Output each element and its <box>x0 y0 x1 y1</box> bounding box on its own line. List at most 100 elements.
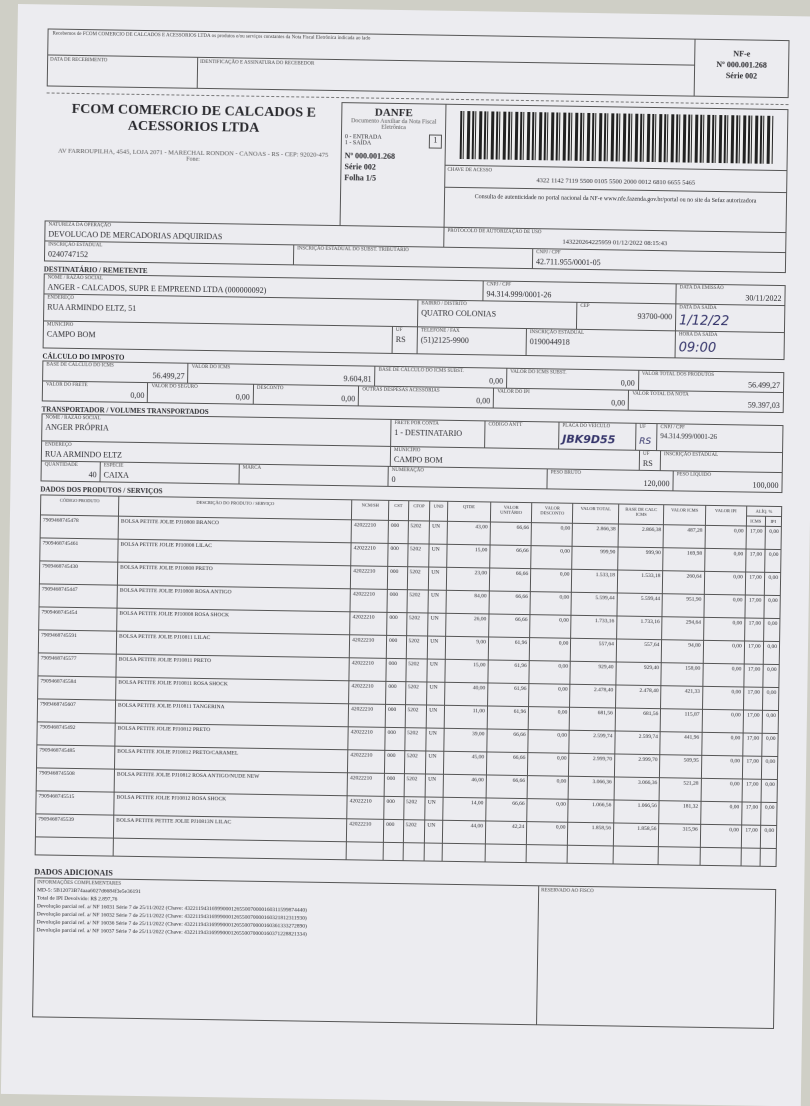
table-cell: 17,00 <box>742 755 762 780</box>
table-cell: 7909468745591 <box>38 629 117 655</box>
danfe-subtitle: Documento Auxiliar da Nota Fiscal Eletrô… <box>350 118 437 132</box>
table-cell: 23,00 <box>445 567 490 591</box>
table-cell: 40,00 <box>444 682 488 706</box>
table-cell: 0,00 <box>761 756 778 780</box>
table-cell: 17,00 <box>745 571 765 596</box>
tax-value: 0,00 <box>341 394 356 404</box>
table-cell: 0,00 <box>761 710 779 734</box>
danfe-folha: Folha 1/5 <box>344 173 377 183</box>
table-cell: 0,00 <box>702 686 744 710</box>
table-cell: 42022210 <box>348 703 386 728</box>
reserved-box: Reservado ao fisco <box>537 885 777 1030</box>
table-cell: 0,00 <box>763 595 781 619</box>
table-cell: 0,00 <box>703 594 746 618</box>
table-cell: 441,96 <box>660 731 702 756</box>
plate-handwritten: JBK9D55 <box>562 432 616 447</box>
table-cell: 2.999,70 <box>568 753 615 777</box>
table-cell <box>441 843 486 862</box>
table-cell: 000 <box>386 612 407 636</box>
table-cell: 1.066,56 <box>613 799 660 824</box>
table-cell: 521,28 <box>659 777 702 802</box>
table-cell: 1.733,16 <box>570 615 617 639</box>
table-cell: 61,96 <box>487 682 530 707</box>
table-cell: UN <box>426 705 445 729</box>
table-cell: 000 <box>385 681 406 705</box>
table-cell: 7909468745454 <box>38 606 118 632</box>
iest-label: Inscrição estadual do subst. tributário <box>297 246 409 254</box>
table-cell: 0,00 <box>700 778 743 802</box>
access-key-block: Chave de acesso 4322 1142 7119 5500 0105… <box>444 103 789 234</box>
table-cell: 7909468745584 <box>37 675 117 701</box>
table-cell <box>346 841 384 861</box>
table-cell: 17,00 <box>743 663 763 688</box>
table-cell: 39,00 <box>443 728 488 752</box>
table-cell: 5202 <box>405 681 428 706</box>
antt-label: Código ANTT <box>488 422 523 428</box>
table-cell: 42022210 <box>347 772 385 797</box>
reserved-label: Reservado ao fisco <box>541 888 594 895</box>
table-cell: 0,00 <box>764 549 782 573</box>
table-cell: 0,00 <box>760 802 778 826</box>
emitter-block: FCOM COMERCIO DE CALCADOS E ACESSORIOS L… <box>45 97 342 226</box>
table-cell: 294,64 <box>662 616 704 641</box>
table-cell: 0,00 <box>764 526 782 550</box>
table-cell: 0,00 <box>528 706 570 731</box>
table-cell: 42022210 <box>349 611 388 636</box>
column-header: Base de calc ICMS <box>618 503 665 525</box>
table-cell: 17,00 <box>743 686 763 711</box>
table-cell: 61,96 <box>487 659 530 684</box>
table-cell <box>526 844 568 864</box>
table-cell: 5202 <box>406 589 429 614</box>
table-cell: 42022210 <box>351 519 389 544</box>
table-cell <box>113 838 347 860</box>
table-cell: 0,00 <box>702 640 745 664</box>
table-cell: 94,80 <box>661 639 704 664</box>
table-cell: 42022210 <box>349 634 387 659</box>
table-cell: 5202 <box>404 704 427 729</box>
table-cell: 000 <box>386 635 407 659</box>
table-cell: 0,00 <box>529 614 572 639</box>
column-header: CST <box>388 500 409 521</box>
receipt-stub: Recebemos de FCOM COMERCIO DE CALCADOS E… <box>46 28 790 99</box>
table-cell: UN <box>428 567 447 591</box>
uf: RS <box>395 334 406 345</box>
column-header: Valor desconto <box>531 502 574 524</box>
table-cell <box>612 845 659 865</box>
table-cell: 5.599,44 <box>571 592 618 616</box>
table-cell <box>35 836 114 857</box>
table-cell: 42022210 <box>350 588 388 613</box>
table-cell: 0,00 <box>527 775 569 800</box>
table-cell: 0,00 <box>759 825 777 849</box>
table-cell: 1.858,56 <box>613 822 660 847</box>
table-cell: 2.599,74 <box>569 730 616 754</box>
brand-label: Marca <box>242 465 262 471</box>
table-cell: 000 <box>385 704 406 728</box>
table-cell: 0,00 <box>762 664 780 688</box>
table-cell: 7909468745485 <box>36 744 115 770</box>
table-cell: 2.866,38 <box>572 523 619 547</box>
table-cell: 000 <box>384 727 405 751</box>
aliquot-header: Alíq. % <box>746 506 782 517</box>
barcode <box>459 110 774 164</box>
danfe-block: DANFE Documento Auxiliar da Nota Fiscal … <box>339 102 447 228</box>
phone: (51)2125-9900 <box>420 335 469 346</box>
table-cell: 0,00 <box>703 571 746 595</box>
freight: 1 - DESTINATARIO <box>394 427 463 439</box>
table-cell: 315,96 <box>658 823 701 848</box>
table-cell: 7909468745515 <box>35 790 115 816</box>
bairro: QUATRO COLONIAS <box>421 308 497 319</box>
table-cell: 66,66 <box>489 521 532 546</box>
table-cell: 5202 <box>405 635 428 660</box>
table-cell: 42,24 <box>485 820 527 845</box>
table-cell: UN <box>429 521 448 545</box>
table-cell: 45,00 <box>443 751 487 775</box>
plate-uf: RS <box>639 436 652 447</box>
table-cell: 487,28 <box>663 524 706 549</box>
table-cell: 66,66 <box>486 751 528 776</box>
table-cell: 0,00 <box>702 663 745 687</box>
table-cell: 61,96 <box>487 705 529 730</box>
table-cell: 681,56 <box>615 707 661 732</box>
table-cell: 000 <box>384 750 405 774</box>
tax-value: 0,00 <box>611 398 626 408</box>
table-cell: 26,00 <box>445 613 489 637</box>
